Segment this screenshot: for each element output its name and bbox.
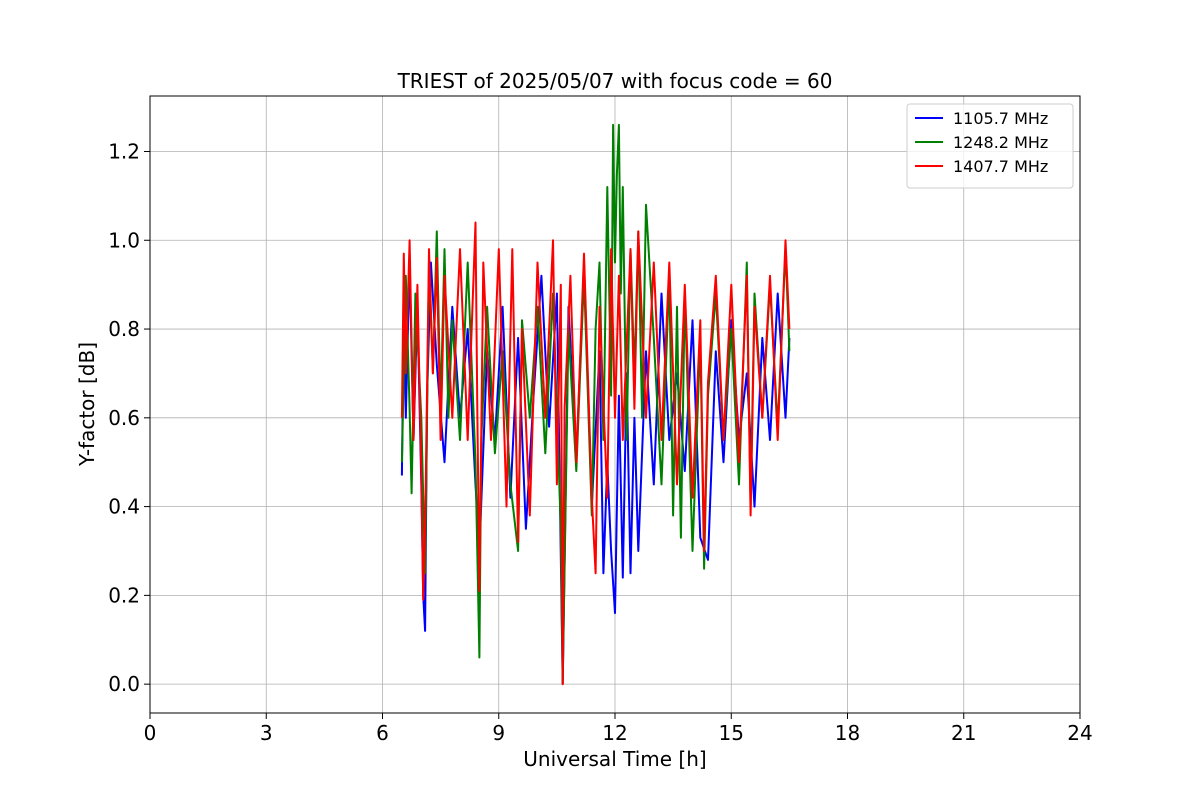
y-tick-label: 0.8 [108,317,140,341]
y-tick-label: 0.0 [108,672,140,696]
series-line-1407-7-mhz [400,221,791,686]
x-tick-label: 12 [602,721,627,745]
legend-entry-label: 1248.2 MHz [953,133,1048,152]
y-tick-label: 0.4 [108,495,140,519]
x-tick-label: 3 [260,721,273,745]
legend-entry-label: 1105.7 MHz [953,109,1048,128]
x-tick-label: 6 [376,721,389,745]
legend-box [906,103,1074,189]
chart-title: TRIEST of 2025/05/07 with focus code = 6… [397,69,833,93]
x-tick-label: 9 [492,721,505,745]
x-tick-label: 24 [1067,721,1092,745]
tick-layer: 0 3 6 9 12 15 18 21 24 0.0 0.2 0.4 0.6 0.8 1.0 1.2 [108,139,1093,745]
x-tick-label: 0 [144,721,157,745]
y-tick-label: 1.2 [108,139,140,163]
x-tick-label: 15 [719,721,744,745]
y-tick-label: 1.0 [108,228,140,252]
y-tick-label: 0.6 [108,406,140,430]
x-tick-label: 21 [951,721,976,745]
y-tick-label: 0.2 [108,583,140,607]
legend: 1105.7 MHz 1248.2 MHz 1407.7 MHz [906,103,1074,189]
legend-entry-label: 1407.7 MHz [953,157,1048,176]
series-layer [400,123,791,686]
x-axis-label: Universal Time [h] [523,747,706,771]
x-tick-label: 18 [835,721,860,745]
y-axis-label: Y-factor [dB] [75,342,99,467]
